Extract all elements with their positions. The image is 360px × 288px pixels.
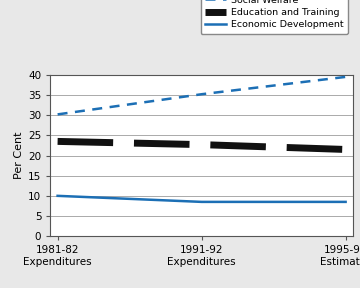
Y-axis label: Per Cent: Per Cent	[14, 132, 24, 179]
Legend: Social Welfare, Education and Training, Economic Development: Social Welfare, Education and Training, …	[201, 0, 348, 34]
